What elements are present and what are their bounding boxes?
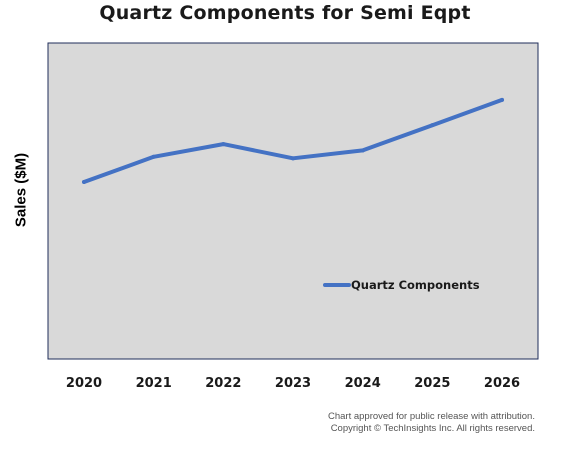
x-tick-label-2026: 2026 (484, 376, 520, 391)
data-point-2024 (360, 148, 365, 153)
x-tick-label-2020: 2020 (66, 376, 102, 391)
data-point-2023 (291, 156, 296, 161)
footnote-line-1: Chart approved for public release with a… (327, 411, 535, 422)
x-tick-label-2025: 2025 (414, 376, 450, 391)
chart-title: Quartz Components for Semi Eqpt (99, 2, 471, 24)
data-point-2026 (500, 97, 505, 102)
x-tick-label-2023: 2023 (275, 376, 311, 391)
x-tick-label-2021: 2021 (136, 376, 172, 391)
data-point-2021 (151, 154, 156, 159)
legend-label: Quartz Components (351, 278, 480, 292)
data-point-2022 (221, 142, 226, 147)
x-tick-label-2022: 2022 (205, 376, 241, 391)
data-point-2025 (430, 123, 435, 128)
footnote: Chart approved for public release with a… (328, 411, 535, 435)
data-point-2020 (82, 180, 86, 185)
plot-area (47, 42, 539, 360)
footnote-line-2: Copyright © TechInsights Inc. All rights… (330, 423, 535, 434)
legend: Quartz Components (323, 278, 480, 292)
x-tick-label-2024: 2024 (345, 376, 381, 391)
